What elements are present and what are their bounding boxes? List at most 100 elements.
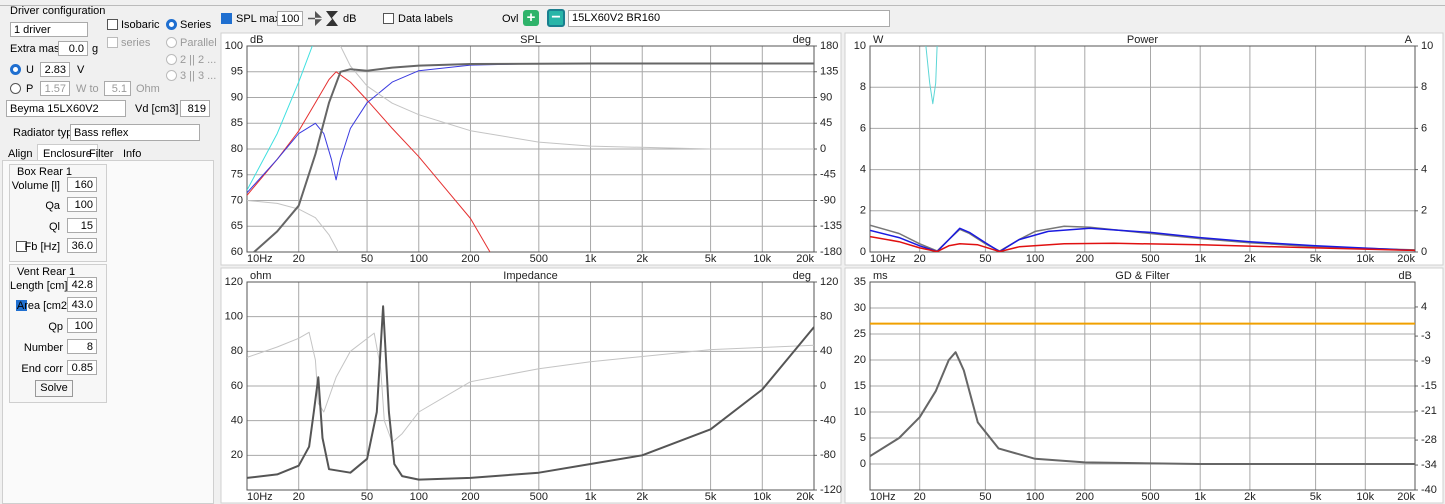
x-tick-label: 1k <box>1194 253 1206 265</box>
series-line <box>340 46 814 150</box>
y-tick-label: 20 <box>854 354 866 366</box>
field-label: Fb [Hz] <box>24 241 60 253</box>
y2-tick-label: 80 <box>820 311 832 323</box>
area-checkbox[interactable] <box>16 300 27 311</box>
x-tick-label: 20 <box>914 253 926 265</box>
y-tick-label: 10 <box>854 40 866 52</box>
x-tick-label: 2k <box>1244 253 1256 265</box>
driver-name: Beyma 15LX60V2 <box>6 100 126 117</box>
radiator-label: Radiator type <box>13 127 79 139</box>
field-input[interactable]: 8 <box>67 339 97 354</box>
plot-frame <box>246 281 815 491</box>
add-overlay-button[interactable]: + <box>523 10 539 26</box>
series-radio[interactable] <box>166 19 177 30</box>
y-tick-label: 5 <box>860 432 866 444</box>
y2-tick-label: -135 <box>820 220 842 232</box>
y2-tick-label: 45 <box>820 117 832 129</box>
y2-tick-label: 135 <box>820 66 838 78</box>
field-label: Qa <box>45 200 60 212</box>
x-tick-label: 200 <box>1076 253 1094 265</box>
field-input[interactable]: 15 <box>67 218 97 233</box>
p-unit: W to <box>76 83 99 95</box>
x-tick-label: 10k <box>753 253 771 265</box>
y-tick-label: 85 <box>231 117 243 129</box>
spl-max-input[interactable]: 100 <box>277 11 303 26</box>
tab[interactable]: Info <box>123 148 142 160</box>
y2-axis-unit: A <box>1405 34 1413 46</box>
y-tick-label: 2 <box>860 205 866 217</box>
p-radio[interactable] <box>10 83 21 94</box>
y-tick-label: 95 <box>231 66 243 78</box>
y2-tick-label: 10 <box>1421 40 1433 52</box>
series-checkbox[interactable] <box>107 37 118 48</box>
y-tick-label: 90 <box>231 91 243 103</box>
field-input[interactable]: 100 <box>67 318 97 333</box>
parallel-radio[interactable] <box>166 37 177 48</box>
x-tick-label: 200 <box>461 491 479 503</box>
y-tick-label: 60 <box>231 380 243 392</box>
driver-count-select[interactable]: 1 driver <box>10 22 88 37</box>
p-input[interactable]: 1.57 <box>40 81 70 96</box>
x-tick-label: 10k <box>1356 491 1374 503</box>
y2-tick-label: -120 <box>820 484 842 496</box>
u-input[interactable]: 2.83 <box>40 62 70 77</box>
field-input[interactable]: 42.8 <box>67 277 97 292</box>
y2-tick-label: -34 <box>1421 459 1437 471</box>
y-tick-label: 100 <box>225 311 243 323</box>
tab-active[interactable]: Enclosure <box>37 144 98 162</box>
x-tick-label: 10k <box>1356 253 1374 265</box>
fb-checkbox[interactable] <box>16 241 27 252</box>
field-input[interactable]: 43.0 <box>67 297 97 312</box>
tab[interactable]: Filter <box>89 148 114 160</box>
y-tick-label: 75 <box>231 169 243 181</box>
chart-title: Impedance <box>503 270 557 282</box>
field-input[interactable]: 100 <box>67 197 97 212</box>
series-line <box>247 71 491 252</box>
x-tick-label: 5k <box>1310 253 1322 265</box>
spl-max-checkbox[interactable] <box>221 13 232 24</box>
y-tick-label: 70 <box>231 194 243 206</box>
ohm-input[interactable]: 5.1 <box>104 81 131 96</box>
data-labels-label: Data labels <box>398 13 454 25</box>
x-tick-label: 10Hz <box>870 253 896 265</box>
y2-axis-unit: dB <box>1399 270 1412 282</box>
u-radio[interactable] <box>10 64 21 75</box>
chart-title: SPL <box>520 34 541 46</box>
p2-radio[interactable] <box>166 54 177 65</box>
x-tick-label: 20 <box>293 253 305 265</box>
y-tick-label: 80 <box>231 345 243 357</box>
spl-max-label: SPL max <box>236 13 281 25</box>
extra-mass-unit: g <box>92 43 99 55</box>
y-axis-unit: ohm <box>250 270 271 282</box>
y-tick-label: 65 <box>231 220 243 232</box>
field-input[interactable]: 36.0 <box>67 238 97 253</box>
chart-panel <box>844 32 1444 266</box>
u-unit: V <box>77 64 85 76</box>
series-line <box>925 46 938 105</box>
y2-tick-label: 90 <box>820 91 832 103</box>
extra-mass-input[interactable]: 0.0 <box>58 41 88 56</box>
remove-overlay-button[interactable]: − <box>547 9 565 27</box>
y2-tick-label: 0 <box>1421 246 1427 258</box>
isobaric-label: Isobaric <box>121 19 160 31</box>
field-input[interactable]: 160 <box>67 177 97 192</box>
x-tick-label: 1k <box>585 253 597 265</box>
series-line <box>247 46 313 191</box>
field-label: Ql <box>49 221 60 233</box>
p3-radio[interactable] <box>166 70 177 81</box>
solve-button[interactable]: Solve <box>35 380 73 397</box>
data-labels-checkbox[interactable] <box>383 13 394 24</box>
tab[interactable]: Align <box>8 148 33 160</box>
radiator-select[interactable]: Bass reflex <box>70 124 200 141</box>
x-tick-label: 20k <box>796 491 814 503</box>
isobaric-checkbox[interactable] <box>107 19 118 30</box>
y2-tick-label: -90 <box>820 194 836 206</box>
field-input[interactable]: 0.85 <box>67 360 97 375</box>
x-tick-label: 5k <box>705 491 717 503</box>
field-label: Volume [l] <box>11 180 60 192</box>
series-line <box>247 305 814 481</box>
y2-tick-label: 40 <box>820 345 832 357</box>
x-tick-label: 100 <box>410 253 428 265</box>
x-tick-label: 5k <box>1310 491 1322 503</box>
